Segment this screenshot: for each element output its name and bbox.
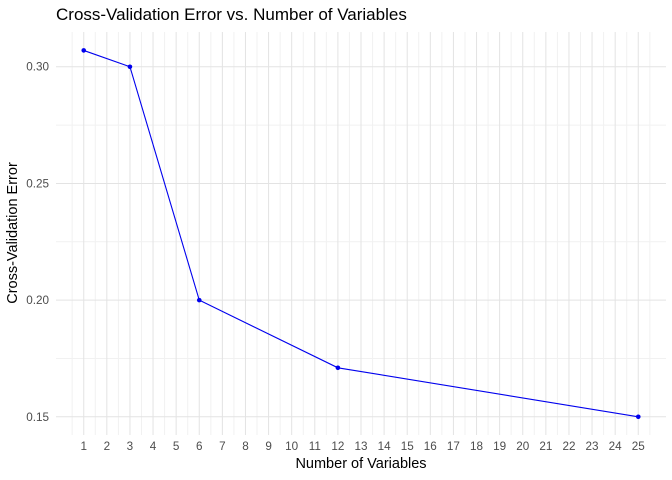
- x-tick-label: 22: [562, 440, 575, 453]
- x-tick-label: 21: [539, 440, 552, 453]
- grid-major: [56, 32, 666, 435]
- x-tick-label: 7: [219, 440, 226, 453]
- y-tick-label: 0.15: [26, 411, 49, 424]
- x-tick-label: 20: [516, 440, 530, 453]
- x-tick-label: 12: [331, 440, 344, 453]
- x-tick-label: 19: [493, 440, 506, 453]
- x-tick-label: 8: [242, 440, 249, 453]
- data-point: [127, 64, 133, 70]
- x-tick-label: 9: [265, 440, 272, 453]
- x-tick-label: 1: [80, 440, 87, 453]
- data-point: [81, 48, 87, 53]
- x-tick-label: 4: [150, 440, 157, 453]
- x-tick-label: 3: [127, 440, 134, 453]
- chart-title: Cross-Validation Error vs. Number of Var…: [56, 5, 407, 24]
- x-tick-label: 16: [424, 440, 437, 453]
- y-tick-label: 0.25: [26, 177, 49, 190]
- x-tick-label: 18: [470, 440, 483, 453]
- data-point: [196, 297, 202, 303]
- x-axis-title: Number of Variables: [295, 456, 427, 472]
- data-point: [335, 365, 341, 371]
- x-tick-label: 25: [632, 440, 646, 453]
- x-tick-label: 6: [196, 440, 203, 453]
- x-tick-label: 5: [173, 440, 180, 453]
- x-tick-label: 10: [285, 440, 299, 453]
- x-tick-label: 13: [354, 440, 367, 453]
- data-point: [635, 414, 641, 420]
- x-tick-label: 15: [401, 440, 415, 453]
- x-tick-label: 17: [447, 440, 460, 453]
- x-tick-label: 14: [378, 440, 392, 453]
- x-tick-label: 11: [309, 440, 321, 453]
- data-points: [81, 48, 641, 420]
- y-tick-label: 0.30: [26, 61, 49, 74]
- y-tick-labels: 0.15 0.20 0.25 0.30: [26, 61, 49, 424]
- x-tick-label: 24: [609, 440, 623, 453]
- x-tick-label: 2: [104, 440, 111, 453]
- y-axis-title: Cross-Validation Error: [5, 162, 21, 304]
- x-tick-labels: 1 2 3 4 5 6 7 8 9 10 11 12 13 14 15 16 17 18 19 20 21 22 23 24 2…: [80, 440, 645, 453]
- x-tick-label: 23: [586, 440, 599, 453]
- y-tick-label: 0.20: [26, 294, 49, 307]
